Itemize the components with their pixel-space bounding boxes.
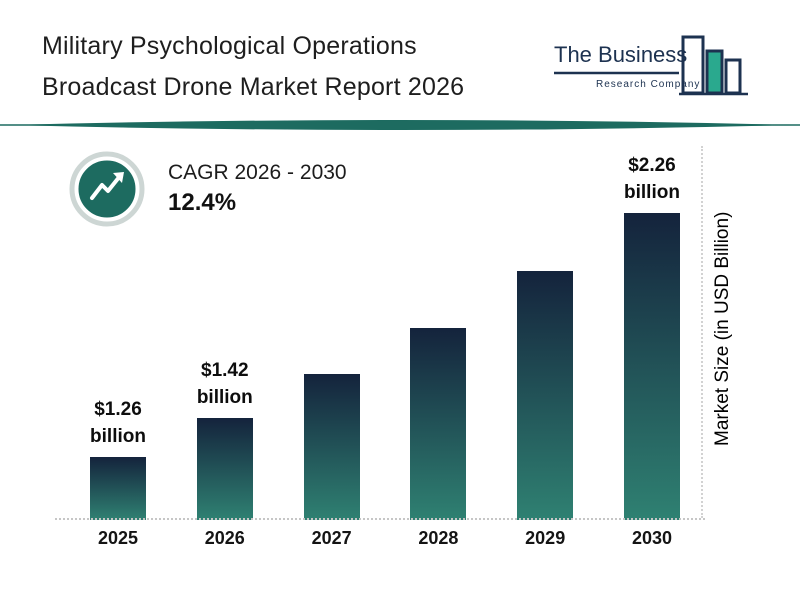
bar (623, 213, 680, 520)
x-axis-tick-label: 2027 (311, 528, 352, 548)
cagr-block: CAGR 2026 - 2030 12.4% (68, 150, 347, 228)
company-logo: The Business Research Company (552, 32, 764, 114)
trend-icon-outer-ring (69, 151, 145, 227)
y-axis-line (701, 146, 703, 518)
cagr-label: CAGR 2026 - 2030 (168, 161, 347, 184)
bar-column: $1.42 billion (192, 357, 258, 520)
bar (303, 374, 360, 520)
bar-value-label: $1.42 billion (196, 360, 253, 408)
bar (517, 271, 574, 520)
title-line-2: Broadcast Drone Market Report 2026 (42, 73, 465, 101)
header: Military Psychological Operations Broadc… (42, 26, 764, 114)
x-axis-tick-label: 2030 (631, 528, 672, 548)
bar-value-label: $2.26 billion (624, 155, 680, 203)
bar (196, 418, 253, 520)
bar (90, 457, 146, 520)
logo-company-name: The Business (554, 42, 687, 67)
bar (410, 328, 467, 520)
y-axis-title: Market Size (in USD Billion) (712, 211, 733, 447)
bar-column (405, 321, 471, 520)
bar-chart-logo-icon: The Business Research Company (554, 35, 748, 96)
bar-column: $2.26 billion (619, 152, 685, 520)
trend-arrow-head (113, 172, 124, 183)
logo-company-subtitle: Research Company (596, 79, 700, 90)
bar-column: $1.26 billion (85, 396, 151, 520)
page-title: Military Psychological Operations Broadc… (42, 26, 464, 108)
x-axis-line (55, 518, 705, 520)
title-line-1: Military Psychological Operations (42, 32, 417, 60)
x-axis-tick-label: 2026 (204, 528, 245, 548)
trend-arrow-line (90, 174, 122, 200)
x-axis-tick-label: 2029 (525, 528, 566, 548)
divider-line (0, 120, 800, 130)
logo-bar-short (724, 58, 742, 95)
bars-row: $1.26 billion $1.42 billion $2.26 billion (85, 140, 685, 520)
cagr-text: CAGR 2026 - 2030 12.4% (168, 161, 347, 217)
cagr-value: 12.4% (168, 189, 237, 216)
trend-up-icon (69, 151, 145, 227)
bar-value-label: $1.26 billion (90, 399, 146, 447)
logo-bar-filled (705, 49, 724, 95)
bar-column (299, 367, 365, 520)
x-axis-tick-label: 2028 (418, 528, 459, 548)
bar-column (512, 264, 578, 520)
x-axis-tick-label: 2025 (97, 528, 139, 548)
divider-lens (8, 120, 792, 130)
x-axis-labels: 2025 2026 2027 2028 2029 2030 (85, 528, 685, 549)
